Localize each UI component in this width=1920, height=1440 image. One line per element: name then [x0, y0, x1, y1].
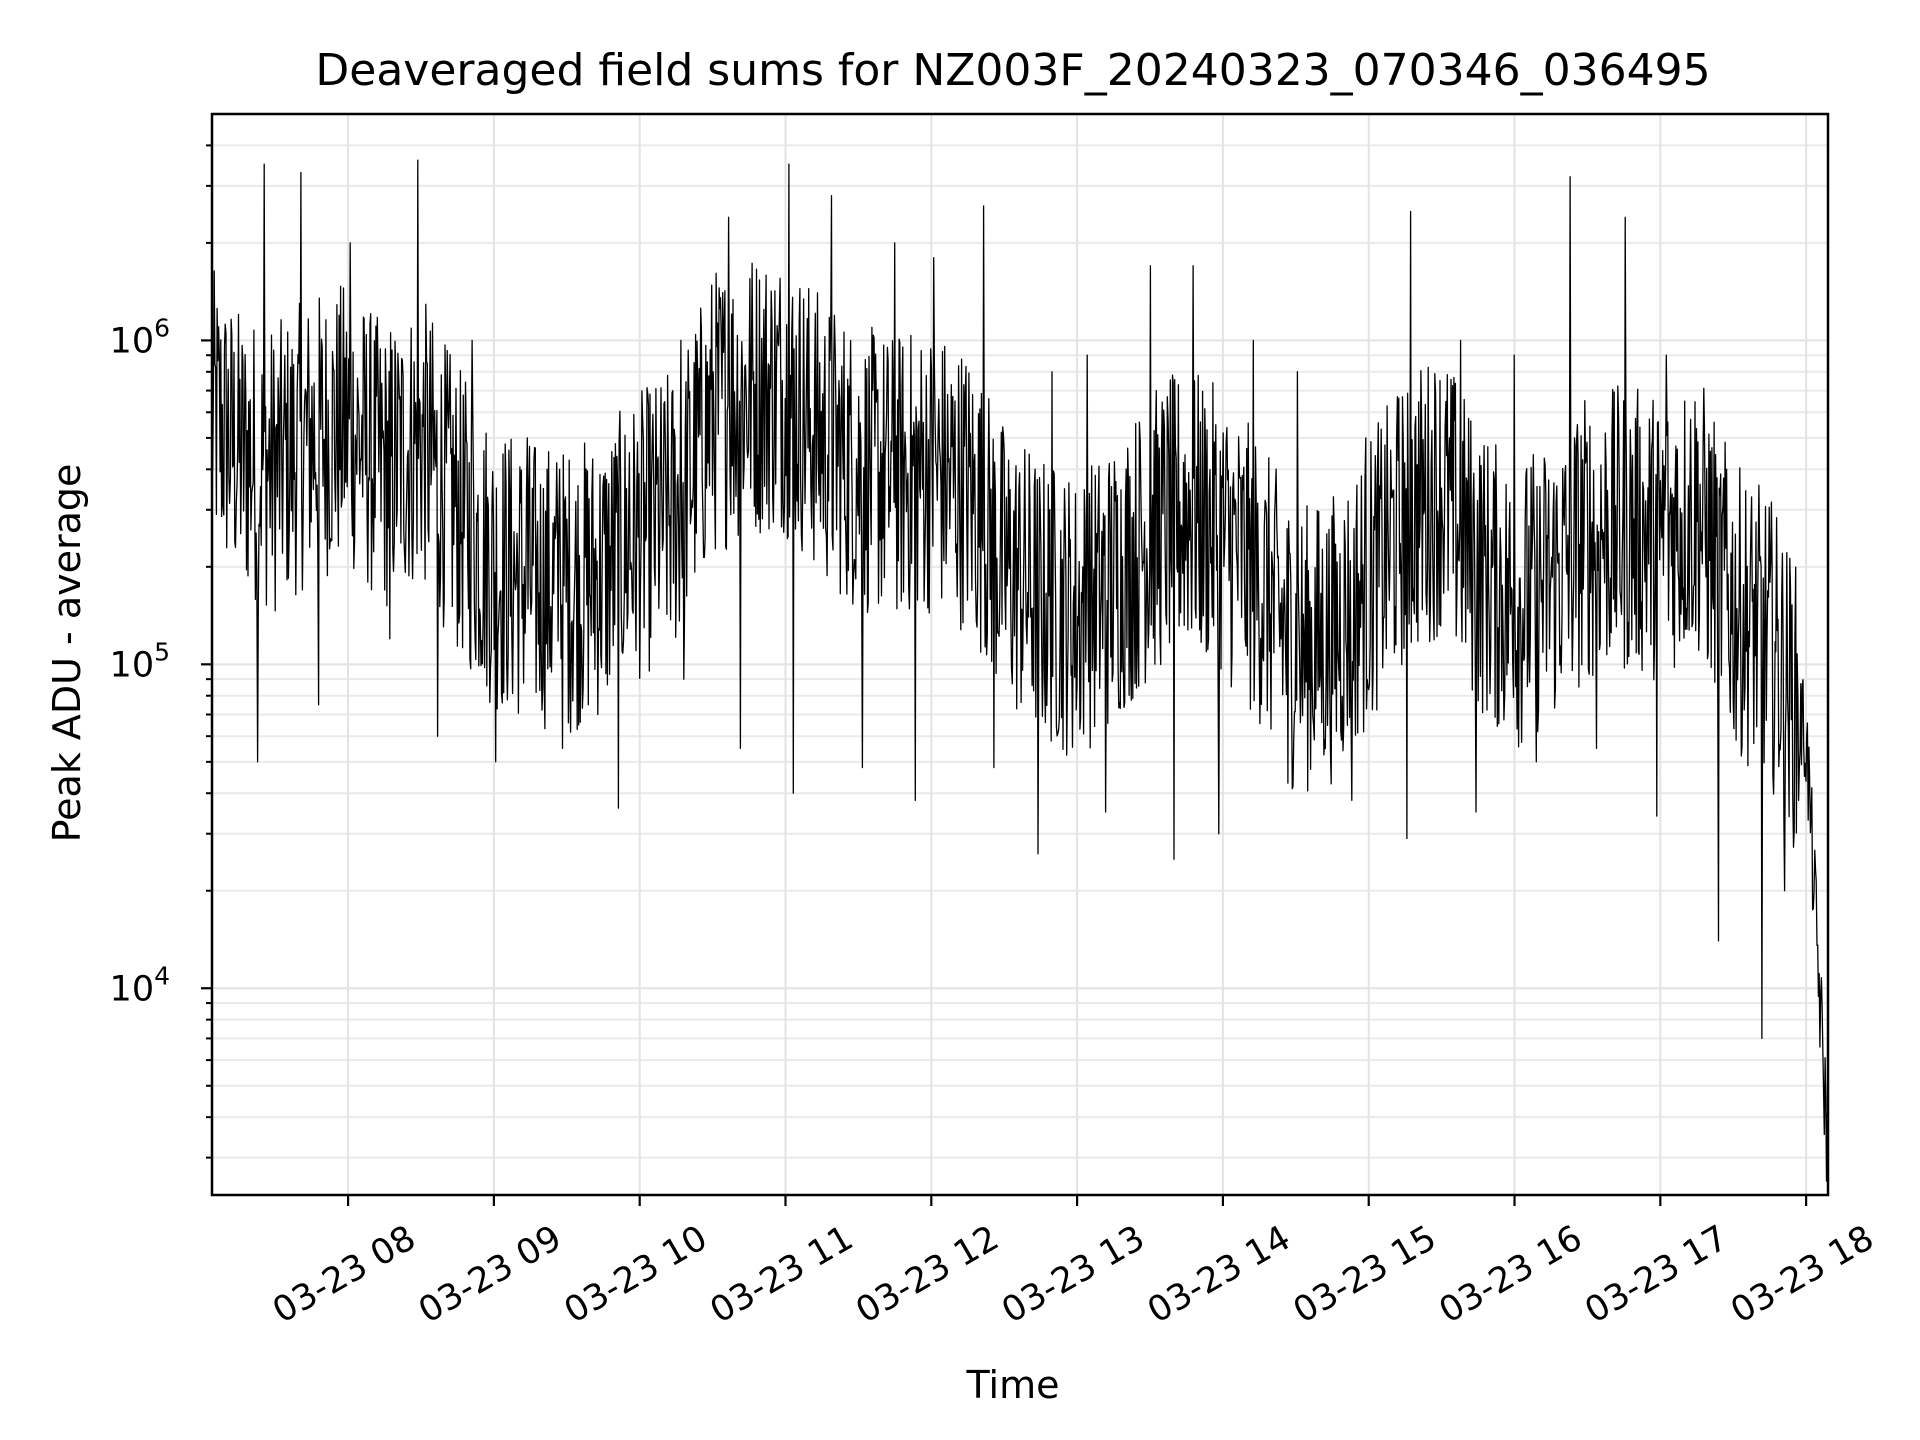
y-tick-base: 10 — [110, 321, 155, 361]
x-tick-label: 03-23 15 — [1287, 1218, 1443, 1331]
x-tick-label: 03-23 09 — [412, 1218, 568, 1331]
x-tick-label: 03-23 10 — [558, 1218, 714, 1331]
plot-frame — [210, 112, 1830, 1197]
y-tick-exponent: 6 — [154, 313, 170, 342]
x-tick-label: 03-23 18 — [1724, 1218, 1880, 1331]
x-tick-label: 03-23 08 — [266, 1218, 422, 1331]
x-tick-label: 03-23 13 — [995, 1218, 1151, 1331]
x-tick-label: 03-23 17 — [1579, 1218, 1735, 1331]
x-tick-label: 03-23 12 — [850, 1218, 1006, 1331]
y-tick-exponent: 5 — [154, 637, 170, 666]
x-axis-label: Time — [966, 1363, 1060, 1407]
chart-title: Deaveraged field sums for NZ003F_2024032… — [315, 45, 1710, 96]
series-line — [211, 159, 1829, 1182]
y-tick-label: 104 — [110, 961, 170, 1009]
series-line-group — [211, 159, 1829, 1182]
y-tick-label: 105 — [110, 637, 170, 685]
y-tick-base: 10 — [110, 645, 155, 685]
x-tick-label: 03-23 11 — [704, 1218, 860, 1331]
y-axis-label: Peak ADU - average — [45, 464, 89, 843]
grid-lines — [212, 114, 1828, 1195]
x-tick-label: 03-23 16 — [1433, 1218, 1589, 1331]
x-tick-label: 03-23 14 — [1141, 1218, 1297, 1331]
y-tick-exponent: 4 — [154, 961, 170, 990]
y-tick-label: 106 — [110, 313, 170, 361]
y-tick-base: 10 — [110, 969, 155, 1009]
